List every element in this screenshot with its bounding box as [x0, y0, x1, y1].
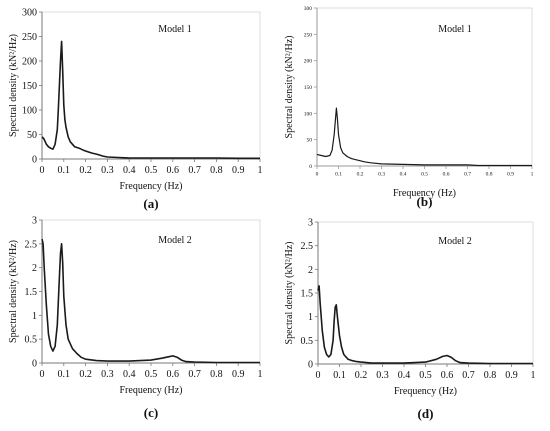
- plot-area-frame: [316, 7, 533, 167]
- x-tick-label: 1: [258, 165, 263, 176]
- x-tick-label: 0.8: [486, 172, 493, 178]
- model-annotation: Model 2: [158, 235, 192, 246]
- x-tick-label: 0: [316, 172, 319, 178]
- y-tick-label: 100: [22, 106, 37, 117]
- x-tick-label: 0.2: [357, 172, 364, 178]
- x-tick-label: 0.5: [419, 370, 432, 381]
- panel-label: (b): [417, 194, 433, 209]
- y-tick-label: 3: [308, 218, 313, 229]
- plot-area-frame: [317, 221, 534, 365]
- x-tick-label: 0.4: [123, 369, 136, 380]
- spectral-density-line: [41, 40, 260, 160]
- y-axis-label: Spectral density (kN²/Hz): [284, 36, 295, 139]
- x-tick-label: 0.5: [145, 165, 158, 176]
- x-tick-label: 1: [258, 369, 263, 380]
- x-tick-label: 0.9: [232, 165, 245, 176]
- y-tick-label: 300: [304, 6, 313, 12]
- x-tick-label: 0: [40, 369, 45, 380]
- y-tick-label: 0: [32, 155, 37, 166]
- y-axis-label: Spectral density (kN²/Hz): [284, 242, 295, 345]
- y-tick-label: 200: [304, 59, 313, 65]
- y-tick-label: 150: [22, 81, 37, 92]
- y-tick-label: 250: [304, 32, 313, 38]
- x-tick-label: 0.5: [145, 369, 158, 380]
- x-tick-label: 0.7: [188, 165, 201, 176]
- y-tick-label: 0.5: [25, 335, 38, 346]
- x-tick-label: 0.3: [376, 370, 389, 381]
- x-axis-label: Frequency (Hz): [119, 181, 182, 192]
- y-tick-label: 200: [22, 57, 37, 68]
- panel-label: (a): [143, 196, 158, 211]
- y-tick-label: 50: [27, 130, 37, 141]
- x-tick-label: 0.1: [58, 165, 71, 176]
- x-tick-label: 0.9: [505, 370, 518, 381]
- x-tick-label: 0.8: [210, 165, 223, 176]
- x-tick-label: 0.8: [210, 369, 223, 380]
- y-tick-label: 0: [308, 360, 313, 371]
- y-tick-label: 2: [32, 263, 37, 274]
- x-tick-label: 0.2: [79, 369, 92, 380]
- y-tick-label: 3: [32, 216, 37, 227]
- y-tick-label: 2.5: [301, 241, 314, 252]
- y-tick-label: 0: [309, 164, 312, 170]
- x-tick-label: 0.1: [333, 370, 346, 381]
- x-axis-label: Frequency (Hz): [393, 188, 456, 199]
- x-tick-label: 0.7: [188, 369, 201, 380]
- x-tick-label: 0.4: [400, 172, 407, 178]
- x-tick-label: 0.6: [441, 370, 454, 381]
- panel-label: (d): [418, 406, 434, 421]
- x-tick-label: 0.2: [355, 370, 368, 381]
- y-tick-label: 1.5: [301, 289, 314, 300]
- x-tick-label: 0: [40, 165, 45, 176]
- y-tick-label: 2: [308, 265, 313, 276]
- x-tick-label: 0.7: [462, 370, 475, 381]
- y-tick-label: 150: [304, 85, 313, 91]
- y-tick-label: 1: [32, 311, 37, 322]
- x-tick-label: 1: [531, 172, 534, 178]
- y-tick-label: 1: [308, 312, 313, 323]
- plot-area-frame: [41, 11, 261, 160]
- y-tick-label: 300: [22, 8, 37, 19]
- x-tick-label: 0.9: [507, 172, 514, 178]
- y-tick-label: 1.5: [25, 287, 38, 298]
- x-tick-label: 0.3: [101, 369, 114, 380]
- plot-area-frame: [41, 219, 261, 364]
- x-tick-label: 0: [316, 370, 321, 381]
- model-annotation: Model 1: [158, 24, 192, 35]
- y-axis-label: Spectral density (kN²/Hz): [8, 240, 19, 343]
- x-axis-label: Frequency (Hz): [394, 386, 457, 397]
- y-tick-label: 100: [304, 111, 313, 117]
- model-annotation: Model 2: [438, 236, 472, 247]
- x-tick-label: 0.7: [464, 172, 471, 178]
- spectral-density-line: [41, 238, 260, 364]
- panel-label: (c): [144, 405, 158, 420]
- x-tick-label: 0.6: [167, 369, 180, 380]
- x-tick-label: 0.4: [123, 165, 136, 176]
- x-tick-label: 0.3: [378, 172, 385, 178]
- x-tick-label: 0.6: [167, 165, 180, 176]
- x-tick-label: 0.5: [421, 172, 428, 178]
- x-tick-label: 0.1: [335, 172, 342, 178]
- y-tick-label: 2.5: [25, 239, 38, 250]
- x-tick-label: 0.8: [484, 370, 497, 381]
- y-tick-label: 0.5: [301, 336, 314, 347]
- x-tick-label: 0.9: [232, 369, 245, 380]
- y-tick-label: 250: [22, 32, 37, 43]
- y-axis-label: Spectral density (kN²/Hz): [8, 34, 19, 137]
- x-tick-label: 1: [531, 370, 536, 381]
- x-tick-label: 0.6: [443, 172, 450, 178]
- x-tick-label: 0.4: [398, 370, 411, 381]
- y-tick-label: 0: [32, 359, 37, 370]
- model-annotation: Model 1: [438, 24, 472, 35]
- x-tick-label: 0.2: [79, 165, 92, 176]
- x-axis-label: Frequency (Hz): [119, 385, 182, 396]
- x-tick-label: 0.3: [101, 165, 114, 176]
- y-tick-label: 50: [307, 138, 313, 144]
- x-tick-label: 0.1: [58, 369, 71, 380]
- spectral-density-line: [317, 285, 533, 365]
- spectral-density-line: [316, 107, 532, 167]
